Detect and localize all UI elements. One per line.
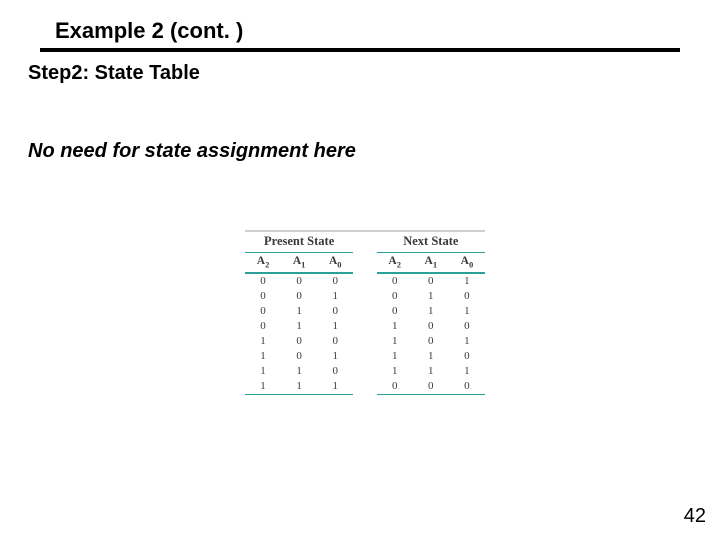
cell: 1 (377, 364, 413, 379)
step-heading: Step2: State Table (28, 62, 200, 85)
header-next-state: Next State (377, 232, 485, 252)
slide: Example 2 (cont. ) Step2: State Table No… (0, 0, 720, 540)
cell: 0 (413, 274, 449, 289)
cell: 1 (449, 334, 485, 349)
cell: 1 (245, 379, 281, 394)
cell: 1 (281, 319, 317, 334)
title-underline (40, 48, 680, 52)
state-table-grid: Present State Next State A2 A1 A0 A2 A1 … (245, 232, 485, 396)
col-a0-next: A0 (449, 253, 485, 272)
cell: 1 (317, 379, 353, 394)
cell: 1 (245, 334, 281, 349)
header-present-state: Present State (245, 232, 353, 252)
table-row: 0 1 0 0 1 1 (245, 304, 485, 319)
state-table: Present State Next State A2 A1 A0 A2 A1 … (245, 230, 485, 395)
rule-segment (245, 394, 353, 396)
cell: 1 (281, 304, 317, 319)
cell: 1 (377, 334, 413, 349)
cell: 0 (377, 274, 413, 289)
table-row: 1 0 1 1 1 0 (245, 349, 485, 364)
cell: 0 (317, 304, 353, 319)
cell: 0 (449, 289, 485, 304)
cell: 0 (377, 379, 413, 394)
cell: 0 (317, 364, 353, 379)
cell: 1 (317, 289, 353, 304)
header-gap (353, 232, 376, 252)
cell: 1 (245, 349, 281, 364)
col-a2-next: A2 (377, 253, 413, 272)
cell: 0 (281, 334, 317, 349)
table-row: 1 1 1 0 0 0 (245, 379, 485, 394)
table-sub-header-row: A2 A1 A0 A2 A1 A0 (245, 253, 485, 272)
table-row: 1 1 0 1 1 1 (245, 364, 485, 379)
cell: 0 (449, 379, 485, 394)
cell: 0 (413, 319, 449, 334)
cell: 1 (413, 289, 449, 304)
cell: 0 (245, 289, 281, 304)
page-number: 42 (684, 505, 706, 528)
rule-segment (377, 394, 485, 396)
note-text: No need for state assignment here (28, 140, 356, 163)
cell: 1 (449, 274, 485, 289)
cell: 1 (449, 304, 485, 319)
table-row: 1 0 0 1 0 1 (245, 334, 485, 349)
cell: 0 (281, 274, 317, 289)
cell: 0 (317, 334, 353, 349)
cell: 0 (449, 349, 485, 364)
cell: 1 (413, 364, 449, 379)
cell: 0 (413, 379, 449, 394)
cell: 1 (281, 364, 317, 379)
cell: 1 (245, 364, 281, 379)
cell: 1 (317, 349, 353, 364)
cell: 0 (245, 274, 281, 289)
col-a0-present: A0 (317, 253, 353, 272)
table-bottom-rule (245, 394, 485, 396)
table-row: 0 1 1 1 0 0 (245, 319, 485, 334)
cell: 0 (245, 304, 281, 319)
cell: 1 (449, 364, 485, 379)
cell: 0 (449, 319, 485, 334)
col-gap (353, 253, 376, 272)
cell: 1 (317, 319, 353, 334)
table-row: 0 0 0 0 0 1 (245, 274, 485, 289)
table-group-header-row: Present State Next State (245, 232, 485, 252)
table-row: 0 0 1 0 1 0 (245, 289, 485, 304)
col-a1-present: A1 (281, 253, 317, 272)
cell: 1 (281, 379, 317, 394)
cell: 1 (413, 349, 449, 364)
cell: 0 (413, 334, 449, 349)
slide-title: Example 2 (cont. ) (55, 18, 243, 44)
cell: 1 (413, 304, 449, 319)
cell: 0 (281, 289, 317, 304)
cell: 0 (281, 349, 317, 364)
col-a2-present: A2 (245, 253, 281, 272)
cell: 1 (377, 319, 413, 334)
cell: 1 (377, 349, 413, 364)
cell: 0 (377, 304, 413, 319)
cell: 0 (377, 289, 413, 304)
cell: 0 (245, 319, 281, 334)
col-a1-next: A1 (413, 253, 449, 272)
cell: 0 (317, 274, 353, 289)
